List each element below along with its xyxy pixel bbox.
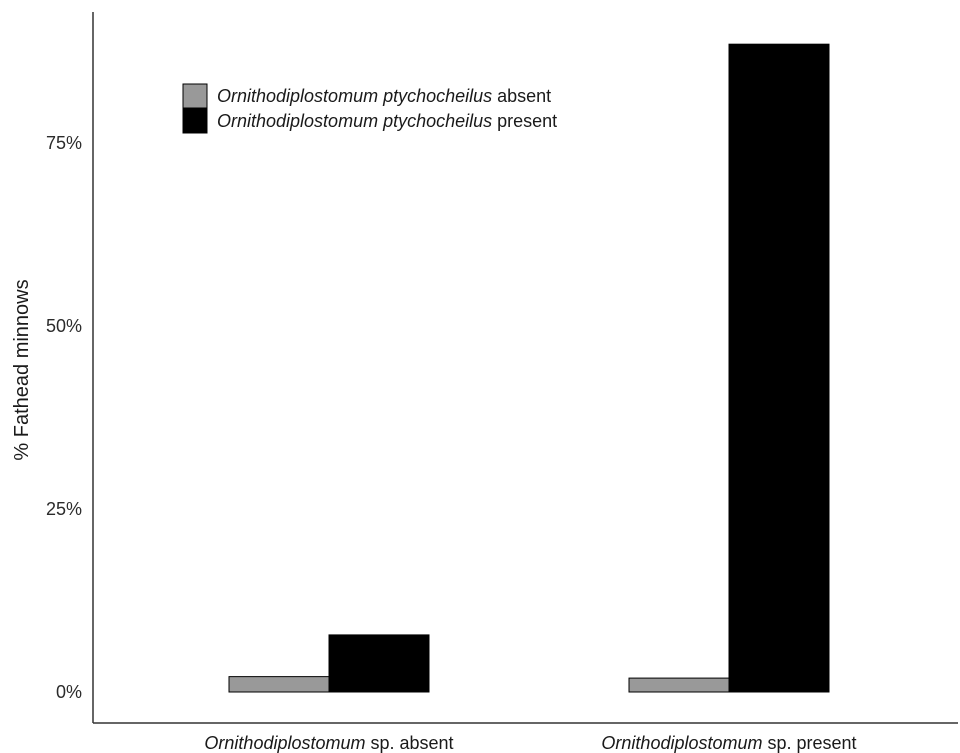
y-tick-label-0: 0%: [56, 682, 82, 702]
legend-swatch-1: [182, 108, 208, 134]
legend-label-1: Ornithodiplostomum ptychocheilus present: [217, 111, 557, 131]
x-category-label-0: Ornithodiplostomum sp. absent: [204, 733, 453, 753]
bar-cat0-series0: [228, 676, 330, 693]
y-axis-title: % Fathead minnows: [11, 279, 33, 460]
bar-cat0-series1: [328, 634, 430, 693]
x-category-label-1: Ornithodiplostomum sp. present: [601, 733, 856, 753]
legend: Ornithodiplostomum ptychocheilus absent O…: [182, 83, 557, 134]
bar-cat1-series1: [728, 43, 830, 693]
legend-label-0: Ornithodiplostomum ptychocheilus absent: [217, 86, 551, 106]
bar-cat1-series0: [628, 677, 730, 693]
y-tick-label-3: 75%: [46, 133, 82, 153]
y-tick-label-1: 25%: [46, 499, 82, 519]
y-tick-label-2: 50%: [46, 316, 82, 336]
legend-swatch-0: [182, 83, 208, 109]
